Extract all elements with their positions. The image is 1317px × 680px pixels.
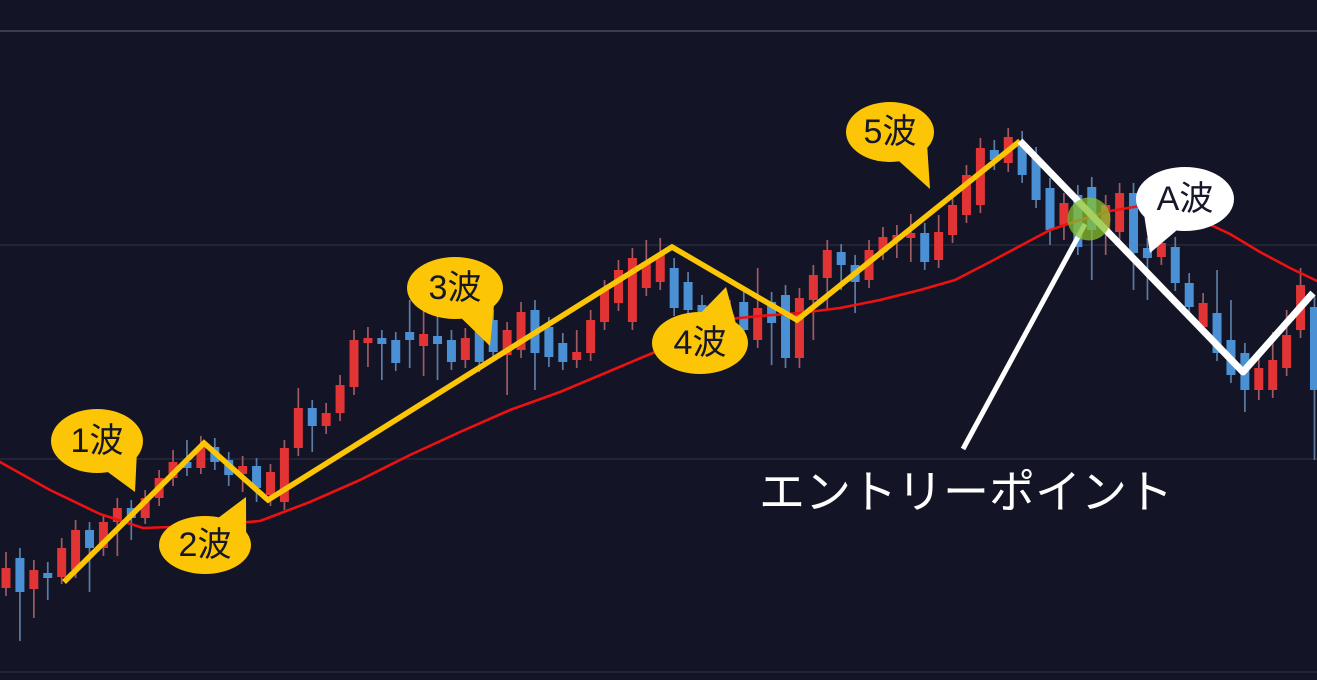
candle-body <box>655 255 665 282</box>
candle-body <box>15 558 25 592</box>
candle-body <box>1282 335 1292 368</box>
candle-body <box>961 175 971 215</box>
candle-body <box>613 270 623 303</box>
candle-body <box>43 573 53 578</box>
candle-body <box>641 262 651 288</box>
wave-bubble-tail <box>107 457 137 492</box>
candle-body <box>544 327 554 357</box>
candle-body <box>265 472 275 495</box>
candle-body <box>363 338 373 343</box>
candle-body <box>57 548 67 577</box>
candle-body <box>1 568 11 588</box>
candle-body <box>307 408 317 426</box>
wave-bubble-label: 5波 <box>864 113 917 151</box>
candle-body <box>349 340 359 387</box>
wave-bubble-label: A波 <box>1157 180 1214 218</box>
wave-bubble <box>846 102 934 162</box>
candle-body <box>697 305 707 318</box>
candle-body <box>446 340 456 362</box>
candle-body <box>433 336 443 344</box>
candle-body <box>600 290 610 322</box>
candle-body <box>906 233 916 238</box>
wave-bubble-label: 2波 <box>179 526 232 564</box>
candle-body <box>989 150 999 160</box>
candle-body <box>140 498 150 518</box>
wave-bubble-label: 3波 <box>429 269 482 307</box>
wave-bubble-label: 4波 <box>674 324 727 362</box>
candle-body <box>1129 193 1139 253</box>
candle-body <box>1184 283 1194 307</box>
candle-body <box>1045 188 1055 230</box>
candle-body <box>1017 145 1027 175</box>
candle-body <box>822 250 832 278</box>
candle-body <box>558 343 568 362</box>
candle-body <box>474 325 484 362</box>
candle-body <box>753 308 763 340</box>
candle-body <box>1156 243 1166 257</box>
candle-body <box>1198 303 1208 327</box>
candle-body <box>948 205 958 235</box>
candle-body <box>767 302 777 323</box>
wave-bubble <box>407 257 503 319</box>
candle-body <box>1309 307 1317 390</box>
wave-bubble <box>1136 167 1234 231</box>
candle-body <box>669 268 679 308</box>
candle-body <box>586 320 596 353</box>
candle-body <box>572 352 582 360</box>
candle-body <box>516 312 526 350</box>
wave-bubble <box>51 409 143 473</box>
candle-body <box>836 252 846 265</box>
wave-bubble <box>652 312 748 374</box>
candle-body <box>920 233 930 262</box>
candle-body <box>377 338 387 344</box>
candle-body <box>293 408 303 448</box>
candle-body <box>502 330 512 355</box>
candle-body <box>808 275 818 300</box>
entry-callout-line <box>960 222 1088 451</box>
candle-body <box>627 258 637 322</box>
candle-body <box>279 448 289 502</box>
elliott-wave-trend-line <box>62 138 1022 584</box>
entry-point-circle <box>1067 197 1111 241</box>
candle-body <box>112 508 122 522</box>
candle-body <box>878 237 888 252</box>
candle-body <box>1059 203 1069 225</box>
entry-point-label: エントリーポイント <box>759 466 1173 518</box>
candle-body <box>405 332 415 340</box>
candle-body <box>460 338 470 360</box>
candle-body <box>739 302 749 330</box>
wave-bubble-tail <box>218 497 247 533</box>
candle-body <box>85 530 95 548</box>
candle-body <box>1212 313 1222 353</box>
candle-body <box>391 340 401 363</box>
candle-body <box>1254 368 1264 390</box>
candle-body <box>71 530 81 570</box>
candle-body <box>182 462 192 468</box>
candle-body <box>419 334 429 346</box>
candle-body <box>252 466 262 488</box>
candle-body <box>1268 360 1278 390</box>
candle-body <box>98 522 108 548</box>
wave-bubble-label: 1波 <box>71 422 124 460</box>
candle-body <box>794 298 804 358</box>
candle-body <box>321 413 331 426</box>
candle-body <box>1142 248 1152 258</box>
wave-bubble <box>159 516 251 574</box>
wave-bubble-tail <box>1144 216 1177 253</box>
candle-body <box>1031 157 1041 200</box>
candle-body <box>196 447 206 468</box>
candle-body <box>1170 247 1180 283</box>
candle-body <box>683 282 693 310</box>
candle-body <box>975 148 985 205</box>
candle-body <box>238 466 248 474</box>
candle-body <box>29 570 39 589</box>
candle-body <box>488 320 498 352</box>
candle-body <box>335 385 345 413</box>
candle-body <box>781 295 791 358</box>
candle-body <box>1115 193 1125 232</box>
candle-body <box>934 232 944 260</box>
